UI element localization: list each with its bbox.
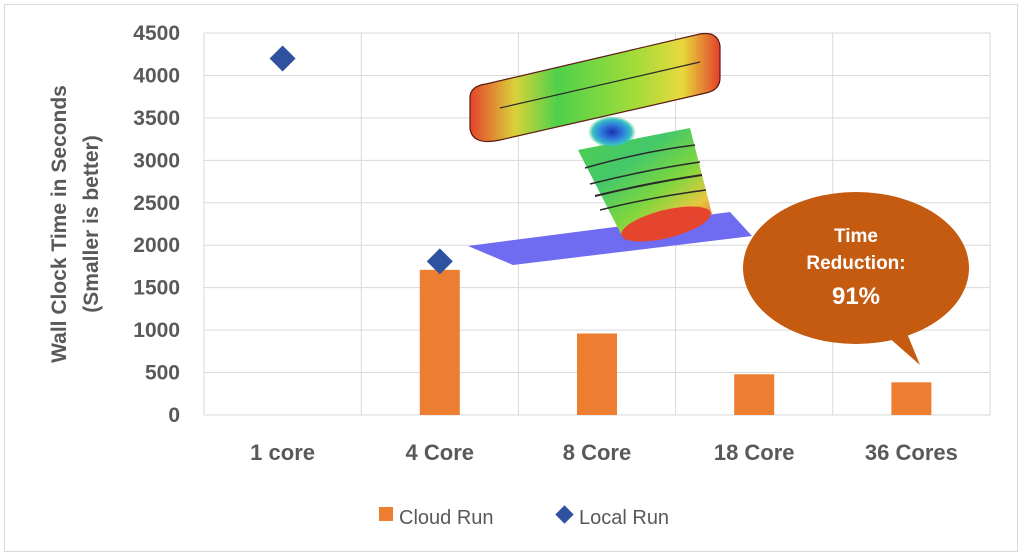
category-labels: 1 core 4 Core 8 Core 18 Core 36 Cores	[250, 440, 958, 465]
x-category-label-4: 36 Cores	[865, 440, 958, 465]
fea-inset-image	[468, 32, 752, 265]
legend: Cloud Run Local Run	[379, 505, 669, 529]
x-category-label-0: 1 core	[250, 440, 315, 465]
x-category-label-3: 18 Core	[714, 440, 795, 465]
y-tick-label-8: 4000	[133, 64, 180, 87]
inset-cylinder	[578, 128, 712, 242]
x-category-label-2: 8 Core	[563, 440, 631, 465]
y-tick-label-4: 2000	[133, 234, 180, 257]
y-tick-label-7: 3500	[133, 107, 180, 130]
y-axis-label-line-2: (Smaller is better)	[80, 135, 103, 312]
time-reduction-callout: Time Reduction: 91%	[743, 192, 969, 365]
local-run-markers	[269, 45, 453, 275]
legend-swatch-cloud-run	[379, 507, 393, 521]
y-tick-label-6: 3000	[133, 149, 180, 172]
legend-swatch-local-run	[555, 505, 574, 524]
callout-value: 91%	[832, 283, 880, 310]
y-tick-label-5: 2500	[133, 192, 180, 215]
callout-line-2: Reduction:	[806, 253, 905, 274]
y-axis-label-line-1: Wall Clock Time in Seconds	[48, 85, 71, 363]
bar-cloud-run-4	[891, 382, 932, 415]
cloud-run-bars	[419, 269, 932, 415]
callout-line-1: Time	[834, 226, 878, 247]
y-tick-label-2: 1000	[133, 319, 180, 342]
y-tick-label-9: 4500	[133, 22, 180, 45]
marker-local-run-0	[269, 45, 296, 72]
bar-cloud-run-1	[419, 269, 460, 415]
legend-label-local-run: Local Run	[579, 507, 669, 529]
y-axis-label: Wall Clock Time in Seconds (Smaller is be…	[48, 85, 103, 363]
y-axis-ticks: 0 500 1000 1500 2000 2500 3000 3500 4000 4500	[133, 22, 180, 427]
bar-cloud-run-2	[577, 333, 617, 415]
inset-blue-plane	[468, 212, 752, 265]
inset-top-plate	[469, 32, 721, 148]
y-tick-label-0: 0	[168, 404, 180, 427]
chart-frame	[4, 4, 1018, 552]
y-tick-label-1: 500	[145, 362, 180, 385]
bar-cloud-run-3	[734, 374, 775, 415]
y-tick-label-3: 1500	[133, 277, 180, 300]
x-category-label-1: 4 Core	[406, 440, 474, 465]
legend-label-cloud-run: Cloud Run	[399, 507, 494, 529]
marker-local-run-1	[426, 248, 453, 275]
